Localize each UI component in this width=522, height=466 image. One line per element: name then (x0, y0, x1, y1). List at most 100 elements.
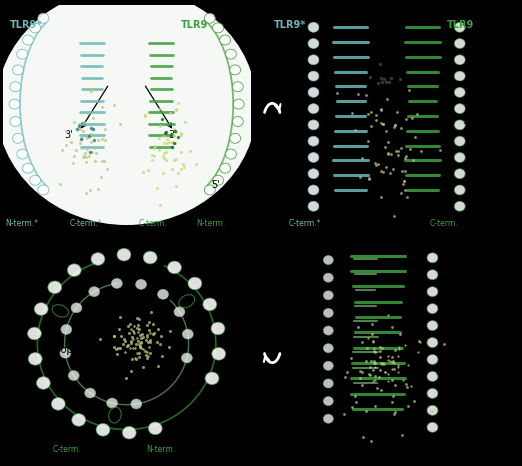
Circle shape (454, 55, 465, 65)
Circle shape (308, 152, 319, 163)
Circle shape (72, 414, 86, 426)
Circle shape (308, 103, 319, 114)
Circle shape (122, 426, 136, 439)
Circle shape (188, 277, 202, 290)
Circle shape (13, 133, 23, 144)
Text: A: A (211, 247, 220, 260)
Circle shape (427, 422, 438, 432)
Circle shape (10, 82, 21, 92)
Circle shape (131, 399, 142, 409)
Text: 5': 5' (15, 180, 24, 190)
Text: N-term.: N-term. (146, 445, 175, 454)
Circle shape (323, 308, 334, 317)
Circle shape (427, 371, 438, 381)
Circle shape (427, 253, 438, 263)
Circle shape (323, 344, 334, 353)
Text: Z-loop: Z-loop (42, 345, 73, 355)
Circle shape (454, 103, 465, 114)
Circle shape (22, 163, 33, 173)
Circle shape (454, 201, 465, 211)
Circle shape (454, 152, 465, 163)
Circle shape (38, 13, 49, 23)
Circle shape (60, 348, 71, 358)
Circle shape (96, 424, 110, 436)
Circle shape (148, 422, 162, 435)
Circle shape (308, 169, 319, 178)
Circle shape (174, 307, 185, 317)
Circle shape (230, 133, 241, 144)
Text: TLR9*: TLR9* (274, 21, 306, 30)
Circle shape (48, 281, 62, 294)
Circle shape (308, 88, 319, 97)
Circle shape (308, 120, 319, 130)
Circle shape (427, 355, 438, 364)
Circle shape (230, 65, 241, 75)
Text: N-term.*: N-term.* (5, 219, 38, 228)
Circle shape (158, 289, 169, 299)
Circle shape (323, 397, 334, 405)
Circle shape (89, 287, 100, 297)
Circle shape (91, 253, 105, 265)
Text: 5': 5' (211, 180, 220, 190)
Circle shape (233, 99, 244, 109)
Circle shape (308, 185, 319, 195)
Circle shape (111, 278, 122, 288)
Circle shape (454, 136, 465, 146)
Text: C-term.: C-term. (139, 219, 168, 228)
Circle shape (136, 279, 147, 289)
Circle shape (308, 71, 319, 81)
Circle shape (454, 39, 465, 48)
Circle shape (182, 353, 192, 363)
Text: N-term.: N-term. (196, 219, 225, 228)
Circle shape (13, 65, 23, 75)
Circle shape (10, 116, 21, 126)
Circle shape (182, 329, 193, 339)
Text: C-term.*: C-term.* (289, 219, 321, 228)
Circle shape (323, 414, 334, 423)
Circle shape (30, 23, 41, 33)
Circle shape (205, 13, 215, 23)
Circle shape (68, 370, 79, 381)
Circle shape (220, 35, 231, 45)
Circle shape (454, 185, 465, 195)
Text: 3': 3' (169, 130, 177, 140)
Circle shape (30, 175, 41, 185)
Circle shape (308, 201, 319, 211)
Circle shape (143, 251, 157, 264)
Circle shape (323, 379, 334, 388)
Circle shape (203, 298, 217, 311)
Circle shape (323, 273, 334, 282)
Circle shape (106, 398, 117, 408)
Circle shape (61, 324, 72, 335)
Circle shape (427, 389, 438, 398)
Circle shape (28, 353, 42, 365)
Circle shape (308, 22, 319, 32)
Circle shape (308, 136, 319, 146)
Circle shape (308, 39, 319, 48)
Circle shape (226, 49, 236, 59)
Text: 5': 5' (462, 116, 471, 126)
Text: TLR9*: TLR9* (10, 21, 42, 30)
Circle shape (427, 405, 438, 415)
Circle shape (232, 116, 243, 126)
Circle shape (22, 35, 33, 45)
Circle shape (205, 185, 215, 195)
Circle shape (28, 327, 41, 340)
Circle shape (168, 261, 182, 274)
Circle shape (323, 326, 334, 335)
Text: C-term.: C-term. (430, 219, 459, 228)
Circle shape (323, 361, 334, 370)
Circle shape (454, 71, 465, 81)
Circle shape (427, 337, 438, 348)
Circle shape (37, 377, 50, 389)
Circle shape (427, 270, 438, 280)
Circle shape (117, 248, 131, 261)
Circle shape (9, 99, 20, 109)
Text: 3': 3' (65, 130, 73, 140)
Text: TLR9: TLR9 (181, 21, 208, 30)
Circle shape (454, 169, 465, 178)
Text: 3': 3' (467, 80, 476, 90)
Ellipse shape (0, 0, 257, 225)
Circle shape (323, 255, 334, 265)
Circle shape (427, 287, 438, 297)
